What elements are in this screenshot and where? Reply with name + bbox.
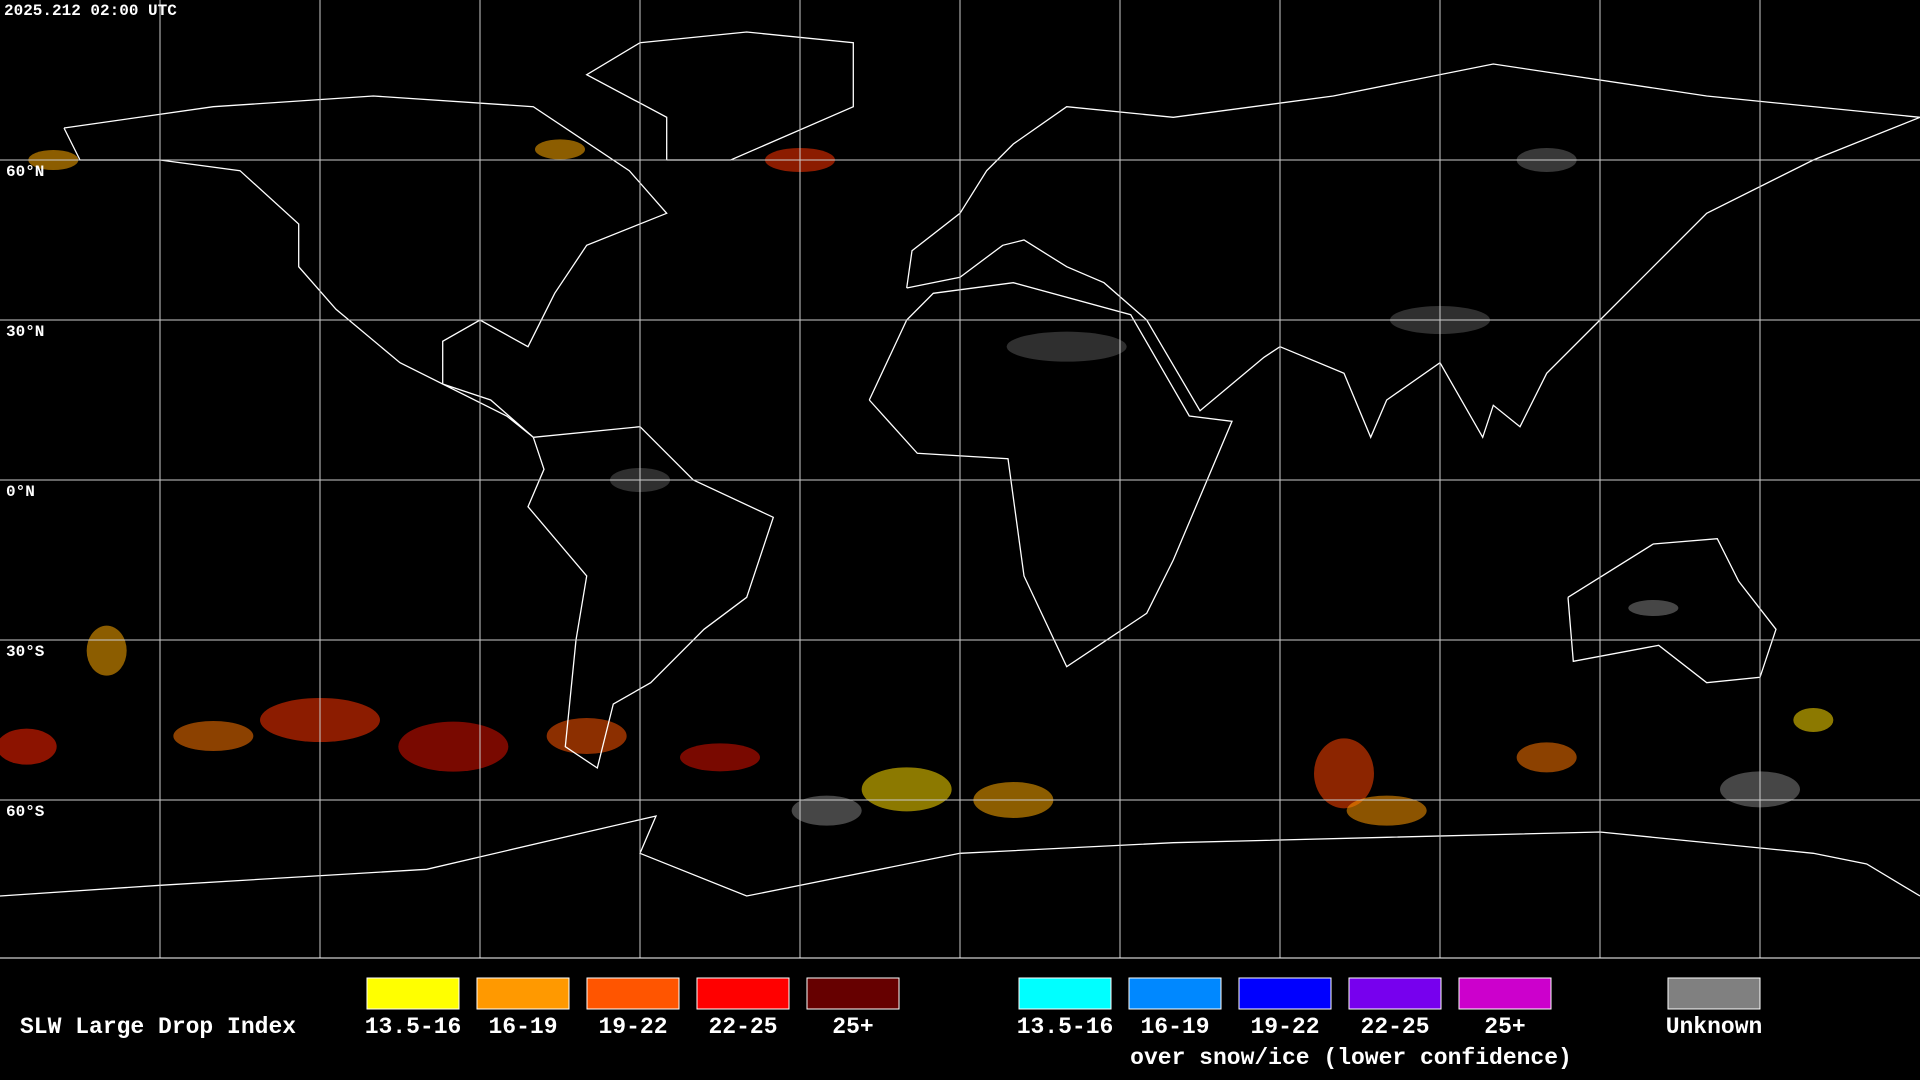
cloud-patch (86, 625, 127, 676)
legend-swatch (1018, 977, 1112, 1010)
lat-label: 60°S (6, 803, 45, 821)
timestamp: 2025.212 02:00 UTC (4, 2, 177, 20)
coastlines (0, 31, 1920, 897)
legend-label: 25+ (832, 1014, 873, 1040)
cloud-patch (173, 721, 254, 751)
legend-label: 19-22 (1250, 1014, 1319, 1040)
legend-label: 13.5-16 (1017, 1014, 1114, 1040)
legend-swatch (586, 977, 680, 1010)
legend-label: 25+ (1484, 1014, 1525, 1040)
coastline (906, 63, 1920, 439)
legend-label: 16-19 (1140, 1014, 1209, 1040)
cloud-patch (535, 139, 585, 160)
legend-swatch (1667, 977, 1761, 1010)
legend-swatch (1458, 977, 1552, 1010)
cloud-patch (1793, 708, 1834, 732)
legend-swatch (696, 977, 790, 1010)
cloud-patch (1628, 600, 1679, 616)
legend-swatch (1348, 977, 1442, 1010)
cloud-patch (1006, 331, 1127, 362)
lat-label: 30°N (6, 323, 44, 341)
graticule: 60°N 30°N 0°N 30°S 60°S (0, 0, 1920, 958)
coastline (0, 815, 1920, 897)
cloud-patch (546, 718, 627, 754)
coastline (63, 95, 668, 438)
cloud-patch (1314, 738, 1374, 809)
legend-swatch (366, 977, 460, 1010)
legend-swatch (1128, 977, 1222, 1010)
coastline (1567, 538, 1777, 684)
legend-title: SLW Large Drop Index (20, 1014, 296, 1040)
cloud-patch (1516, 742, 1577, 773)
cloud-patch (680, 743, 760, 772)
cloud-patch (791, 795, 862, 826)
cloud-patch (398, 721, 509, 772)
lat-label: 30°S (6, 643, 45, 661)
coastline (527, 426, 775, 770)
coastline (868, 282, 1233, 668)
cloud-patch (861, 767, 952, 812)
legend-note: over snow/ice (lower confidence) (1130, 1045, 1572, 1071)
cloud-patch (1346, 795, 1427, 826)
legend-label: Unknown (1666, 1014, 1763, 1040)
legend-label: 19-22 (598, 1014, 667, 1040)
cloud-patch (0, 728, 57, 765)
legend-swatch (476, 977, 570, 1010)
legend: SLW Large Drop Index 13.5-16 16-19 19-22 22-… (20, 977, 1763, 1071)
legend-label: 22-25 (1360, 1014, 1429, 1040)
legend-label: 22-25 (708, 1014, 777, 1040)
legend-label: 16-19 (488, 1014, 557, 1040)
legend-swatch (806, 977, 900, 1010)
lat-label: 60°N (6, 163, 44, 181)
lat-label: 0°N (6, 483, 35, 501)
legend-swatch (1238, 977, 1332, 1010)
legend-label: 13.5-16 (365, 1014, 462, 1040)
